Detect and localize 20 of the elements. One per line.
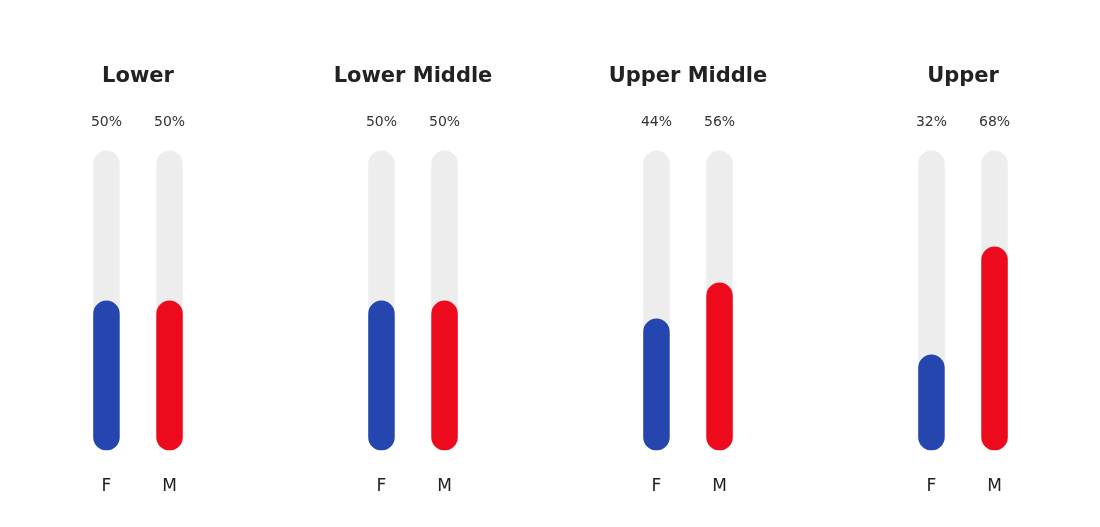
data-label: 68%: [978, 112, 1011, 129]
chart-title: Lower: [102, 63, 175, 87]
x-tick-label: F: [376, 474, 387, 495]
x-tick-label: M: [162, 474, 177, 495]
chart-title: Upper Middle: [608, 63, 768, 87]
x-tick-label: F: [101, 474, 112, 495]
data-label: 50%: [90, 112, 123, 129]
x-tick-label: F: [926, 474, 937, 495]
x-tick-label: M: [437, 474, 452, 495]
data-label: 44%: [640, 112, 673, 129]
data-label: 50%: [365, 112, 398, 129]
data-label: 50%: [428, 112, 461, 129]
x-tick-label: F: [651, 474, 662, 495]
data-label: 32%: [915, 112, 948, 129]
data-label: 50%: [153, 112, 186, 129]
x-tick-label: M: [712, 474, 727, 495]
x-tick-label: M: [987, 474, 1002, 495]
chart-title: Lower Middle: [333, 63, 493, 87]
data-label: 56%: [703, 112, 736, 129]
chart-title: Upper: [927, 63, 1000, 87]
